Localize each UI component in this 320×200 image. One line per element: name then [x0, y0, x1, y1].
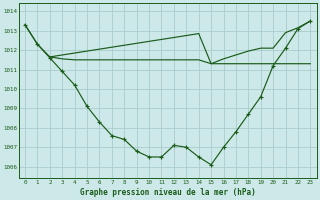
X-axis label: Graphe pression niveau de la mer (hPa): Graphe pression niveau de la mer (hPa)	[80, 188, 256, 197]
